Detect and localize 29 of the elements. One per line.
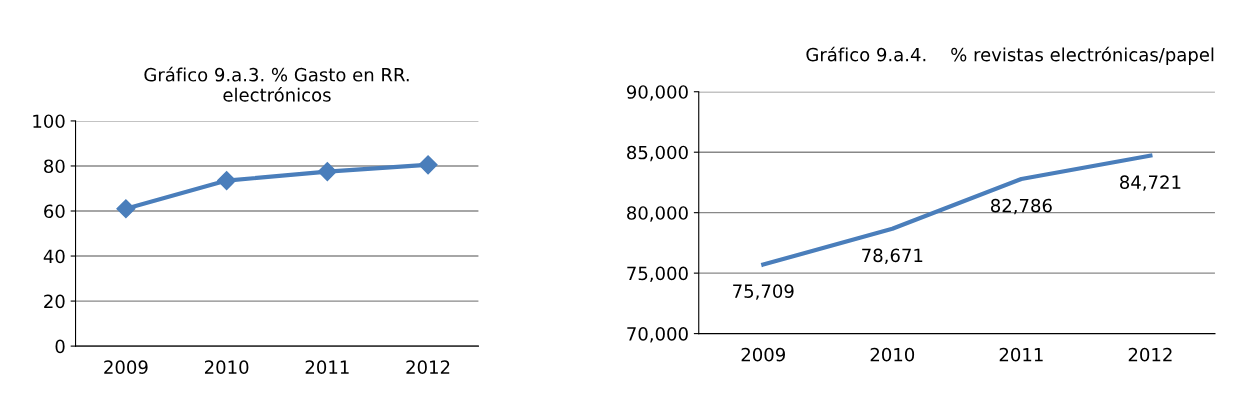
x-tick-label: 2012 [406,360,450,374]
chart-title: Gráfico 9.a.4. % revistas electrónicas/papel [806,46,1214,65]
x-tick-label: 2011 [305,360,349,374]
y-tick-label: 75,000 [627,266,688,283]
y-tick-label: 80,000 [627,206,688,222]
y-tick-label: 60 [44,204,65,219]
x-tick-label: 2009 [741,347,785,362]
y-tick-label: 85,000 [627,145,688,162]
data-label: 75,709 [733,284,794,300]
y-tick-label: 0 [55,339,65,354]
x-tick-label: 2010 [204,360,249,374]
y-tick-label: 90,000 [626,85,688,101]
data-label: 78,671 [862,248,923,264]
point [217,171,237,191]
point [418,155,438,175]
y-tick-label: 20 [44,294,65,309]
data-label: 84,721 [1120,175,1181,191]
point [116,199,136,219]
y-tick-label: 100 [33,114,65,129]
y-tick-label: 40 [43,249,65,264]
x-tick-label: 2012 [1128,347,1172,362]
chart-title: Gráfico 9.a.3. % Gasto en RR. electrónicos [144,66,409,102]
x-tick-label: 2009 [104,360,148,374]
x-tick-label: 2011 [999,347,1043,362]
x-tick-label: 2010 [870,347,915,362]
data-label: 82,786 [991,198,1052,215]
point [317,162,337,182]
y-tick-label: 80 [44,159,65,174]
y-tick-label: 70,000 [627,327,688,343]
